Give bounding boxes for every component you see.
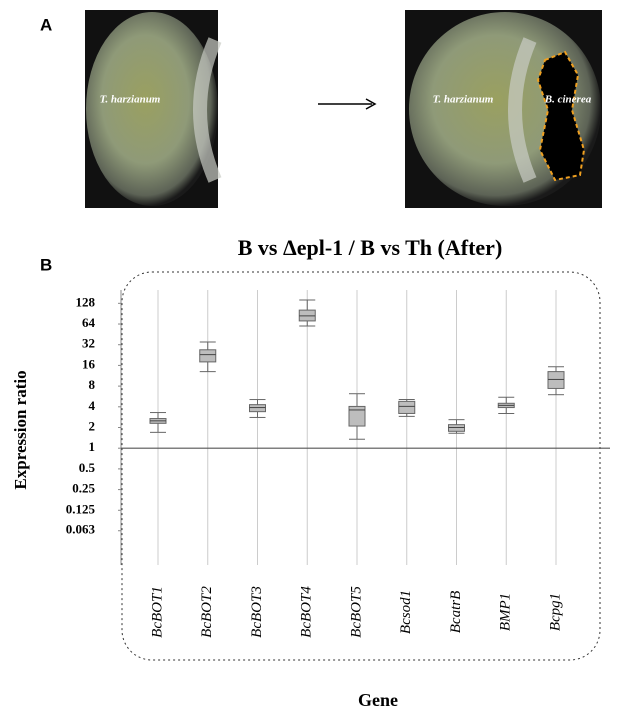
image-label: T. harzianum [100,94,161,106]
x-tick-label: BcBOT1 [149,586,165,638]
image-label: T. harzianum [433,94,494,106]
image: T. harzianum B. cinerea [405,10,602,208]
x-tick-label: BcBOT4 [299,586,315,638]
y-tick-label: 0.063 [66,522,96,537]
box [348,405,366,427]
image-label: B. cinerea [544,94,592,106]
y-tick-label: 128 [76,294,96,309]
y-tick-label: 32 [82,336,95,351]
image: T. harzianum B. cinerea [85,10,283,208]
y-tick-label: 0.125 [66,501,96,516]
x-tick-label: BcBOT5 [348,586,364,638]
box [547,371,565,389]
y-tick-label: 16 [82,356,96,371]
y-tick-label: 0.5 [79,460,96,475]
x-tick-label: BcBOT2 [199,586,215,638]
box [249,404,266,413]
panel-label: B [40,255,52,274]
x-tick-label: BcBOT3 [249,586,265,638]
x-tick-label: Bcsod1 [398,590,414,634]
y-tick-label: 1 [89,439,96,454]
image-label: B. cinerea [235,94,283,106]
x-tick-label: BMP1 [498,593,514,631]
box [199,349,217,363]
panel-label: A [40,15,52,34]
y-axis-label: Expression ratio [11,370,30,489]
chart-title: B vs Δepl-1 / B vs Th (After) [238,235,503,260]
y-tick-label: 0.25 [72,481,95,496]
x-tick-label: Bcpg1 [547,593,563,631]
y-tick-label: 8 [89,377,96,392]
arrow [318,98,377,110]
x-axis-label: Gene [358,690,398,710]
y-tick-label: 2 [89,418,96,433]
y-tick-label: 4 [89,398,96,413]
x-tick-label: BcatrB [448,591,464,634]
y-tick-label: 64 [82,315,96,330]
box [398,400,416,414]
